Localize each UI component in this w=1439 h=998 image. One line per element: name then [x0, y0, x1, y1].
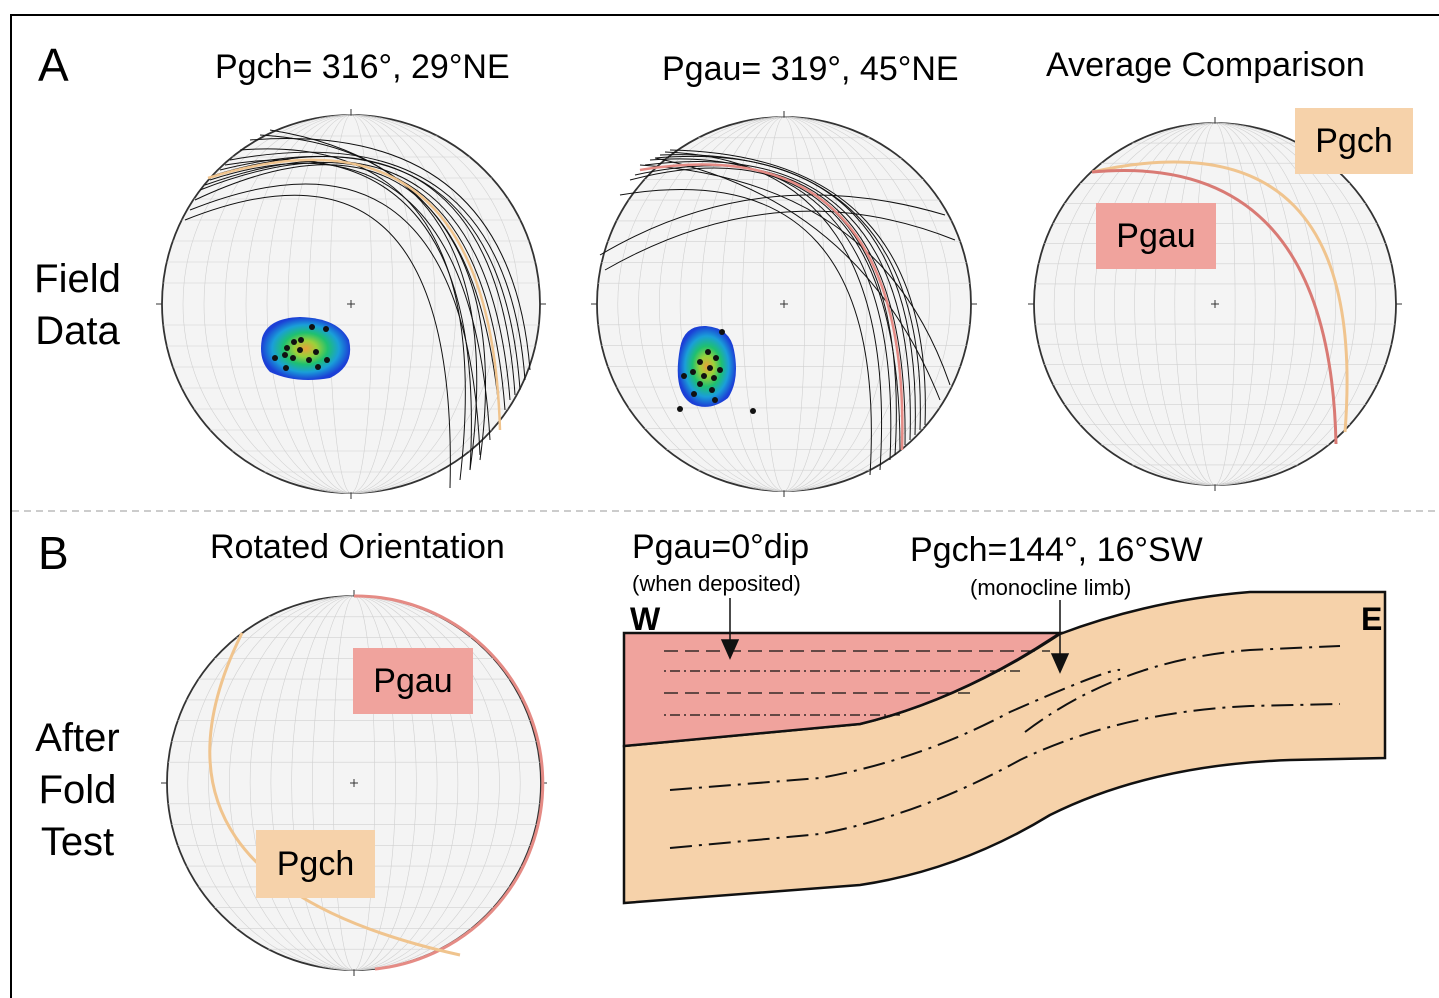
title-rotated-orientation: Rotated Orientation — [210, 528, 505, 566]
panel-letter-b: B — [38, 527, 69, 579]
net-grid — [156, 109, 546, 499]
great-circles-pgau — [599, 149, 956, 476]
section-pgch-note: (monocline limb) — [970, 575, 1132, 600]
great-circles-pgch — [184, 129, 531, 489]
average-plane-pgch — [1091, 160, 1349, 433]
label-box-pgau: Pgau — [1096, 203, 1216, 269]
title-pgch-field: Pgch= 316°, 29°NE — [215, 48, 510, 86]
row-label-field-data: Field Data — [34, 257, 121, 353]
section-west-label: W — [630, 601, 661, 637]
average-plane-pgau — [1091, 169, 1338, 445]
title-average-comparison: Average Comparison — [1046, 46, 1365, 84]
section-east-label: E — [1361, 601, 1383, 637]
rotated-plane-pgch — [208, 632, 461, 957]
pole-points — [272, 324, 330, 371]
section-pgau-title: Pgau=0°dip — [632, 528, 810, 566]
title-pgau-field: Pgau= 319°, 45°NE — [662, 50, 959, 88]
label-box-pgch: Pgch — [1295, 108, 1413, 174]
pole-contours — [677, 325, 736, 407]
pole-contours — [261, 317, 351, 380]
pgau-layer — [622, 631, 1065, 748]
cross-section — [622, 590, 1387, 905]
pole-points — [677, 329, 756, 414]
average-plane-pgau — [639, 163, 904, 451]
stereonet-pgch-field — [156, 109, 546, 499]
label-box-pgch-rotated: Pgch — [256, 830, 375, 898]
row-label-after-fold-test: After Fold Test — [35, 716, 120, 864]
label-box-pgau-rotated: Pgau — [353, 648, 473, 714]
arrows — [720, 598, 1070, 674]
figure-frame — [10, 14, 1439, 998]
stereonet-pgau-field — [591, 111, 977, 497]
panel-letter-a: A — [38, 39, 69, 91]
pgch-bedding — [669, 645, 1341, 849]
average-plane-pgch — [207, 158, 502, 431]
section-pgch-title: Pgch=144°, 16°SW — [910, 531, 1203, 569]
section-pgau-note: (when deposited) — [632, 571, 801, 596]
rotated-plane-pgau — [353, 594, 545, 971]
